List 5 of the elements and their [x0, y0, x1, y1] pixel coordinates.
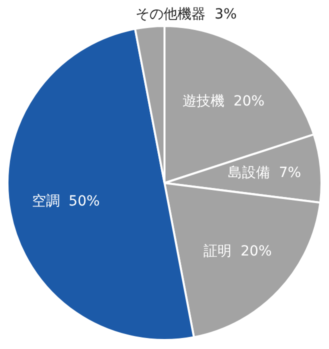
slice-label: 島設備 7% [228, 165, 302, 182]
slice-label: 証明 20% [204, 243, 272, 260]
slice-label: 遊技機 20% [182, 93, 265, 110]
slice-label: 空調 50% [32, 193, 100, 210]
slice-label: その他機器 3% [136, 6, 237, 22]
